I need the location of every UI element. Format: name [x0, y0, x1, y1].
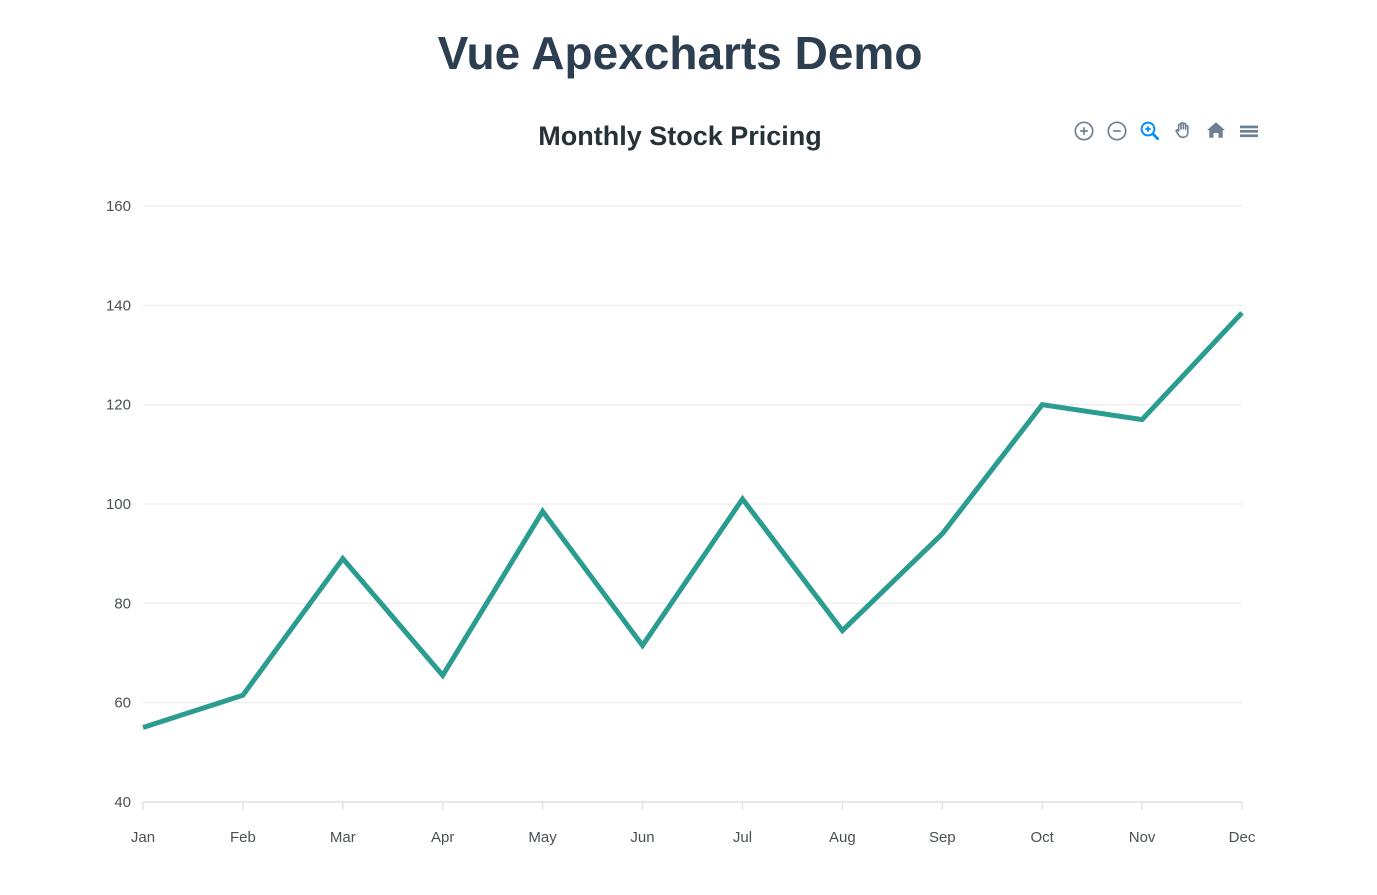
- stock-price-line: [142, 311, 1244, 730]
- chart-title: Monthly Stock Pricing: [538, 121, 822, 151]
- zoom-in-icon: [1074, 121, 1094, 141]
- pan-button[interactable]: [1171, 118, 1195, 144]
- home-icon: [1207, 122, 1225, 138]
- x-axis-label: May: [528, 829, 557, 846]
- zoom-out-icon: [1107, 121, 1127, 141]
- x-axis-label: Mar: [330, 829, 356, 846]
- chart-toolbar: [1072, 118, 1261, 144]
- zoom-in-button[interactable]: [1072, 118, 1096, 144]
- x-axis-label: Apr: [431, 829, 454, 846]
- page-title: Vue Apexcharts Demo: [437, 27, 923, 79]
- y-axis-label: 40: [114, 794, 131, 811]
- x-axis-label: Jan: [131, 829, 155, 846]
- menu-icon: [1240, 125, 1258, 138]
- pan-hand-icon: [1175, 122, 1189, 139]
- zoom-out-button[interactable]: [1105, 118, 1129, 144]
- selection-zoom-icon: [1140, 121, 1159, 140]
- x-axis-label: Dec: [1229, 829, 1256, 846]
- selection-zoom-button[interactable]: [1138, 118, 1162, 144]
- y-axis-label: 160: [106, 198, 131, 215]
- reset-zoom-button[interactable]: [1204, 118, 1228, 144]
- x-axis-label: Nov: [1129, 829, 1156, 846]
- x-axis-label: Jul: [733, 829, 752, 846]
- x-axis-label: Oct: [1031, 829, 1055, 846]
- y-axis-label: 120: [106, 397, 131, 414]
- chart-svg[interactable]: 40 60 80 100 120 140 160 Jan Feb Mar Apr May Jun Jul A…: [0, 170, 1377, 895]
- y-axis-label: 80: [114, 595, 131, 612]
- y-axis-label: 100: [106, 496, 131, 513]
- x-axis-label: Aug: [829, 829, 856, 846]
- x-axis-label: Jun: [630, 829, 654, 846]
- x-axis-label: Feb: [230, 829, 256, 846]
- menu-button[interactable]: [1237, 118, 1261, 144]
- y-axis-label: 60: [114, 695, 131, 712]
- x-axis-label: Sep: [929, 829, 956, 846]
- y-axis-label: 140: [106, 297, 131, 314]
